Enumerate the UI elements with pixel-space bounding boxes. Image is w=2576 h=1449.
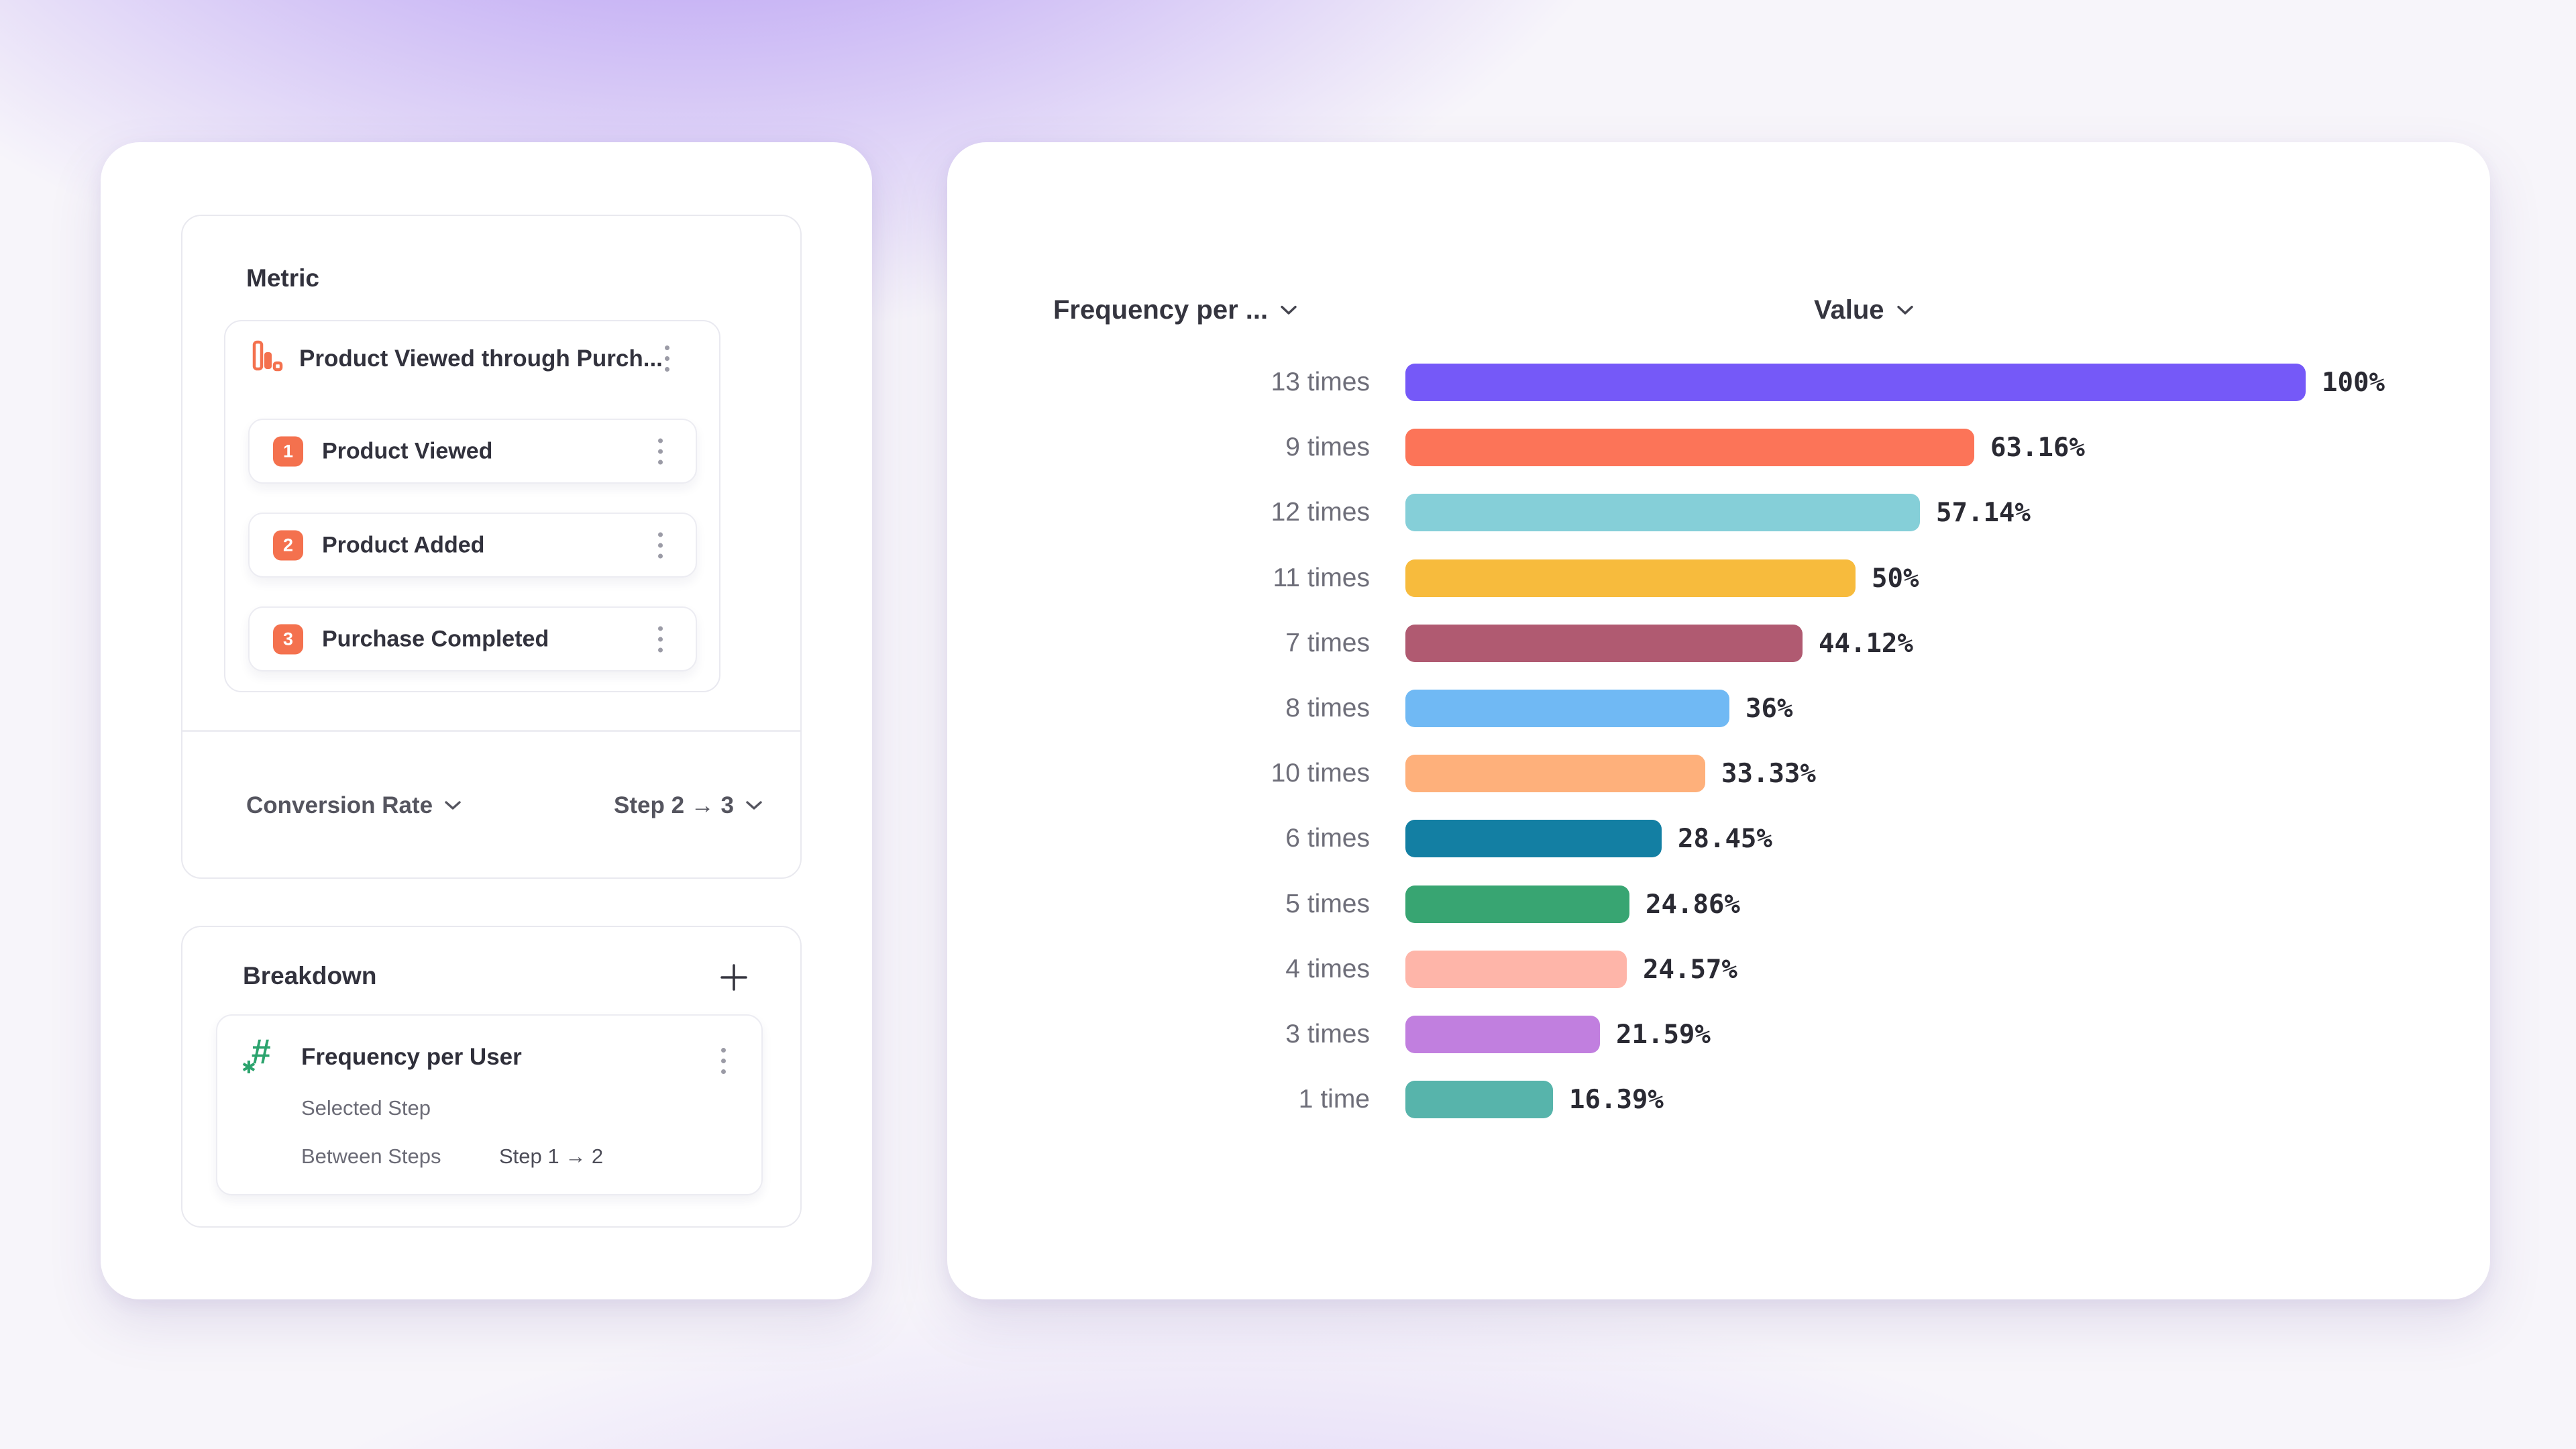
value-header-label: Value [1814,295,1884,325]
chart-row: 4 times 24.57% [947,950,2490,988]
funnel-metric-header[interactable]: Product Viewed through Purch... [225,321,719,395]
chart-row: 6 times 28.45% [947,820,2490,858]
breakdown-item-title: Frequency per User [301,1044,522,1070]
chevron-down-icon [1281,305,1297,315]
metric-footer: Conversion Rate Step 2 → 3 [182,732,800,879]
step-range-label: Step 2 → 3 [614,792,734,818]
bar[interactable] [1405,755,1705,793]
bar-value-label: 63.16% [1990,433,2085,464]
funnel-step-row[interactable]: 2 Product Added [248,513,697,578]
chart-row: 7 times 44.12% [947,624,2490,662]
bar-value-label: 50% [1872,563,1919,594]
step-label: Purchase Completed [322,626,549,651]
bar[interactable] [1405,950,1627,988]
chart-row: 11 times 50% [947,559,2490,597]
chart-row: 12 times 57.14% [947,494,2490,532]
breakdown-panel: Breakdown # ✱ Frequency per User Selected… [181,926,802,1228]
metric-section-title: Metric [246,264,319,292]
chart-row: 9 times 63.16% [947,429,2490,467]
bar-category-label: 7 times [1285,628,1370,657]
between-steps-label: Between Steps [301,1144,441,1168]
breakdown-item[interactable]: # ✱ Frequency per User Selected Step Betw… [216,1014,763,1195]
bar-category-label: 13 times [1271,368,1370,396]
between-steps-value: Step 1 → 2 [499,1144,604,1168]
bar[interactable] [1405,559,1856,597]
step-kebab-menu[interactable] [658,438,663,464]
bar[interactable] [1405,885,1629,923]
bar[interactable] [1405,690,1729,727]
bar-value-label: 57.14% [1936,498,2031,529]
bar-value-label: 100% [2322,368,2385,398]
bar-chart: 13 times 100% 9 times 63.16% 12 times 57.14% 1… [947,364,2490,1236]
chart-card: Frequency per ... Value 13 times 100% 9 ti… [947,142,2490,1299]
bar-value-label: 24.86% [1646,889,1740,920]
chevron-down-icon [445,800,461,810]
bar-category-label: 8 times [1285,694,1370,722]
value-column-header[interactable]: Value [1814,295,1915,325]
bar[interactable] [1405,624,1803,662]
step-label: Product Viewed [322,438,493,464]
chevron-down-icon [746,800,762,810]
bar-category-label: 5 times [1285,889,1370,918]
bar-value-label: 44.12% [1819,628,1913,659]
chart-row: 13 times 100% [947,364,2490,401]
chart-row: 10 times 33.33% [947,755,2490,793]
funnel-metric-box[interactable]: Product Viewed through Purch... 1 Product… [224,320,720,692]
bar[interactable] [1405,820,1662,858]
bar-category-label: 12 times [1271,498,1370,527]
bar-value-label: 21.59% [1616,1020,1711,1050]
bar-value-label: 28.45% [1678,824,1772,855]
bar-category-label: 3 times [1285,1020,1370,1049]
category-column-header[interactable]: Frequency per ... [1053,295,1299,325]
bar[interactable] [1405,1081,1553,1119]
bar-category-label: 10 times [1271,759,1370,788]
step-kebab-menu[interactable] [658,626,663,652]
funnel-step-row[interactable]: 1 Product Viewed [248,419,697,484]
step-number-badge: 2 [273,530,303,560]
bar-value-label: 33.33% [1721,759,1816,790]
funnel-bars-icon [252,340,283,372]
chart-row: 3 times 21.59% [947,1016,2490,1053]
bar-category-label: 1 time [1298,1085,1370,1114]
bar-category-label: 4 times [1285,954,1370,983]
bar[interactable] [1405,494,1920,532]
breakdown-section-title: Breakdown [243,962,377,989]
bar-value-label: 16.39% [1569,1085,1664,1116]
step-number-badge: 1 [273,436,303,466]
query-builder-card: Metric Product Viewed through Purch... 1… [101,142,872,1299]
metric-footer-divider [182,730,800,732]
breakdown-kebab-menu[interactable] [721,1048,727,1074]
bar-category-label: 9 times [1285,433,1370,462]
chevron-down-icon [1896,305,1913,315]
bar-value-label: 24.57% [1643,954,1737,985]
bar-value-label: 36% [1746,694,1793,724]
step-kebab-menu[interactable] [658,532,663,558]
chart-row: 1 time 16.39% [947,1081,2490,1119]
step-number-badge: 3 [273,624,303,654]
selected-step-label: Selected Step [301,1096,431,1120]
bar[interactable] [1405,364,2306,401]
funnel-kebab-menu[interactable] [665,345,670,372]
bar-category-label: 11 times [1273,563,1371,592]
funnel-step-row[interactable]: 3 Purchase Completed [248,606,697,672]
category-header-label: Frequency per ... [1053,295,1269,325]
funnel-metric-title: Product Viewed through Purch... [299,345,663,372]
bar-category-label: 6 times [1285,824,1370,853]
conversion-rate-label: Conversion Rate [246,792,433,818]
metric-panel: Metric Product Viewed through Purch... 1… [181,215,802,879]
conversion-rate-dropdown[interactable]: Conversion Rate [246,792,462,819]
bar[interactable] [1405,1016,1600,1053]
hash-icon: # ✱ [241,1032,270,1077]
chart-row: 8 times 36% [947,690,2490,727]
step-label: Product Added [322,532,485,557]
chart-row: 5 times 24.86% [947,885,2490,923]
step-range-dropdown[interactable]: Step 2 → 3 [614,792,763,819]
bar[interactable] [1405,429,1974,467]
plus-icon[interactable] [718,962,749,993]
